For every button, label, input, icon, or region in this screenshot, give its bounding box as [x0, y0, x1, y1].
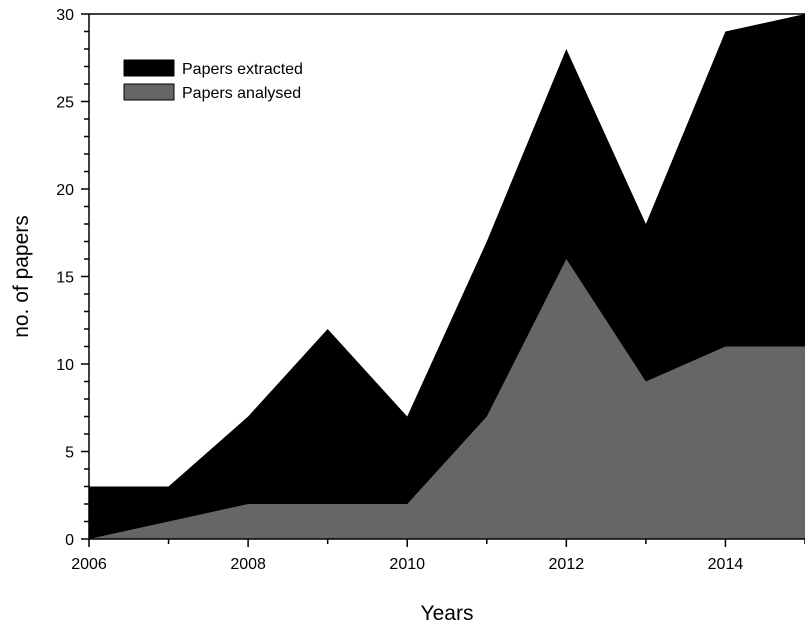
- x-tick-label: 2006: [71, 556, 107, 573]
- x-tick-label: 2014: [708, 556, 744, 573]
- y-tick-label: 5: [65, 445, 74, 462]
- area-series-2: [89, 259, 805, 539]
- y-axis-ticks: 0 5 10 15 20 25 30: [56, 7, 89, 549]
- legend-swatch-2: [123, 83, 175, 101]
- legend-swatch-1: [123, 59, 175, 77]
- chart-areas: [89, 14, 805, 539]
- y-axis-title: no. of papers: [10, 215, 33, 338]
- y-tick-label: 30: [56, 7, 74, 24]
- y-tick-label: 20: [56, 182, 74, 199]
- x-axis-ticks: 2006 2008 2010 2012 2014: [71, 539, 805, 573]
- legend-label-2: Papers analysed: [182, 85, 301, 102]
- x-axis-title: Years: [421, 602, 474, 625]
- x-tick-label: 2010: [389, 556, 425, 573]
- x-tick-label: 2008: [230, 556, 266, 573]
- y-tick-label: 10: [56, 357, 74, 374]
- legend-label-1: Papers extracted: [182, 61, 303, 78]
- y-tick-label: 25: [56, 95, 74, 112]
- legend: Papers extracted Papers analysed: [123, 59, 303, 102]
- y-tick-label: 15: [56, 270, 74, 287]
- y-tick-label: 0: [65, 532, 74, 549]
- x-tick-label: 2012: [549, 556, 585, 573]
